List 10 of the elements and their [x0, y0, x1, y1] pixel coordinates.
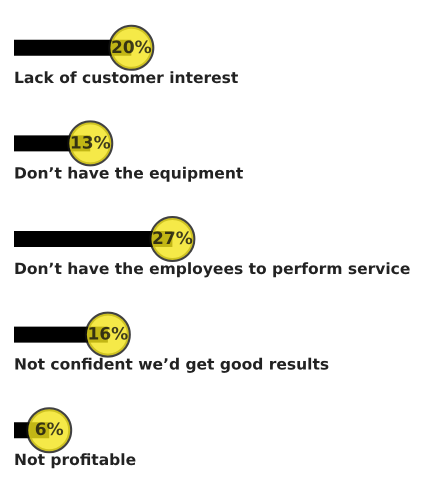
- data-label: 27%: [152, 229, 193, 249]
- y-tick-label: Not profitable: [14, 451, 136, 470]
- data-label: 6%: [34, 420, 64, 440]
- y-tick-label: Don’t have the employees to perform service: [14, 260, 410, 278]
- data-label: 16%: [88, 324, 128, 345]
- y-tick-label: Don’t have the equipment: [14, 164, 244, 182]
- data-label: 13%: [70, 133, 111, 154]
- y-tick-label: Not confident we’d get good results: [14, 356, 330, 374]
- data-label: 20%: [110, 38, 152, 58]
- y-tick-label: Lack of customer interest: [14, 68, 239, 87]
